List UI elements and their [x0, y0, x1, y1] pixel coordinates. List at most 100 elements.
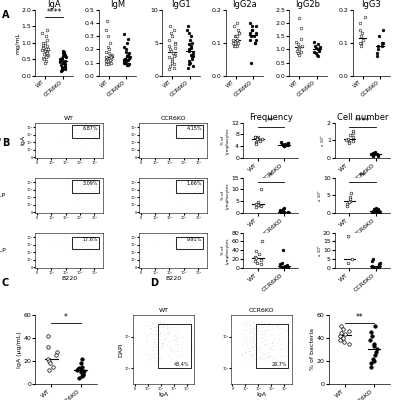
Point — [168, 238, 175, 245]
Point — [318, 245, 325, 251]
Point — [123, 58, 129, 64]
Point — [143, 188, 149, 194]
Point — [343, 137, 349, 144]
Point — [324, 365, 330, 371]
Point — [264, 357, 270, 363]
Point — [87, 111, 94, 117]
Point — [90, 228, 97, 235]
Point — [271, 326, 277, 332]
Point — [223, 123, 230, 130]
Point — [340, 181, 346, 187]
Point — [134, 106, 141, 113]
Point — [95, 124, 102, 130]
Point — [204, 126, 211, 132]
Point — [224, 123, 230, 129]
Point — [296, 15, 302, 21]
Point — [286, 226, 292, 232]
Point — [303, 356, 310, 362]
Point — [268, 112, 274, 119]
Point — [309, 123, 316, 130]
Point — [106, 130, 113, 136]
Point — [253, 235, 260, 241]
Point — [254, 169, 260, 175]
Point — [72, 229, 78, 236]
Point — [71, 231, 77, 237]
Point — [235, 363, 241, 369]
Point — [226, 222, 232, 228]
Point — [236, 232, 242, 239]
Point — [89, 246, 95, 253]
Point — [274, 356, 281, 363]
Point — [253, 325, 259, 331]
Point — [242, 246, 248, 253]
Point — [57, 59, 63, 65]
Point — [177, 337, 183, 344]
Point — [305, 349, 311, 356]
Point — [97, 190, 103, 196]
Point — [77, 241, 84, 247]
Point — [166, 329, 172, 335]
Point — [175, 341, 181, 347]
Point — [210, 246, 216, 252]
Point — [253, 204, 259, 210]
Point — [185, 245, 191, 252]
Point — [176, 324, 182, 331]
Point — [173, 354, 180, 361]
Point — [376, 208, 383, 214]
Point — [240, 30, 246, 37]
Point — [93, 166, 99, 172]
Point — [288, 338, 295, 345]
Point — [179, 172, 186, 179]
Point — [202, 231, 208, 238]
Point — [193, 138, 199, 145]
Point — [122, 127, 128, 133]
Point — [173, 328, 179, 335]
Point — [259, 349, 266, 355]
Point — [143, 338, 149, 344]
Point — [320, 351, 326, 358]
Point — [357, 319, 363, 325]
Point — [203, 347, 210, 353]
Point — [105, 176, 112, 182]
Point — [375, 46, 381, 53]
Point — [238, 184, 244, 190]
Point — [324, 126, 330, 133]
Point — [294, 328, 300, 334]
Point — [234, 139, 241, 145]
Point — [252, 40, 258, 46]
Point — [243, 163, 249, 170]
Point — [58, 237, 64, 244]
Point — [255, 344, 261, 350]
Point — [121, 30, 127, 37]
Point — [212, 134, 218, 140]
Bar — [176, 180, 203, 192]
Point — [243, 177, 249, 184]
Point — [220, 237, 226, 244]
Point — [388, 333, 394, 340]
Point — [64, 178, 70, 184]
Point — [199, 169, 205, 175]
Point — [46, 367, 52, 373]
Point — [105, 243, 111, 249]
Point — [375, 33, 382, 40]
Point — [190, 132, 196, 138]
Point — [250, 322, 256, 329]
Point — [188, 238, 194, 244]
Point — [254, 136, 260, 142]
Point — [121, 224, 128, 231]
Point — [372, 323, 378, 330]
Point — [177, 236, 183, 243]
Point — [162, 180, 169, 186]
Point — [255, 362, 261, 369]
Point — [357, 342, 363, 348]
Point — [283, 353, 290, 359]
Point — [78, 128, 85, 134]
Point — [255, 321, 261, 327]
Point — [224, 117, 230, 123]
Point — [157, 181, 163, 188]
Point — [164, 322, 171, 328]
Point — [393, 335, 394, 342]
Point — [120, 124, 126, 130]
Point — [265, 89, 271, 96]
Point — [260, 245, 266, 251]
